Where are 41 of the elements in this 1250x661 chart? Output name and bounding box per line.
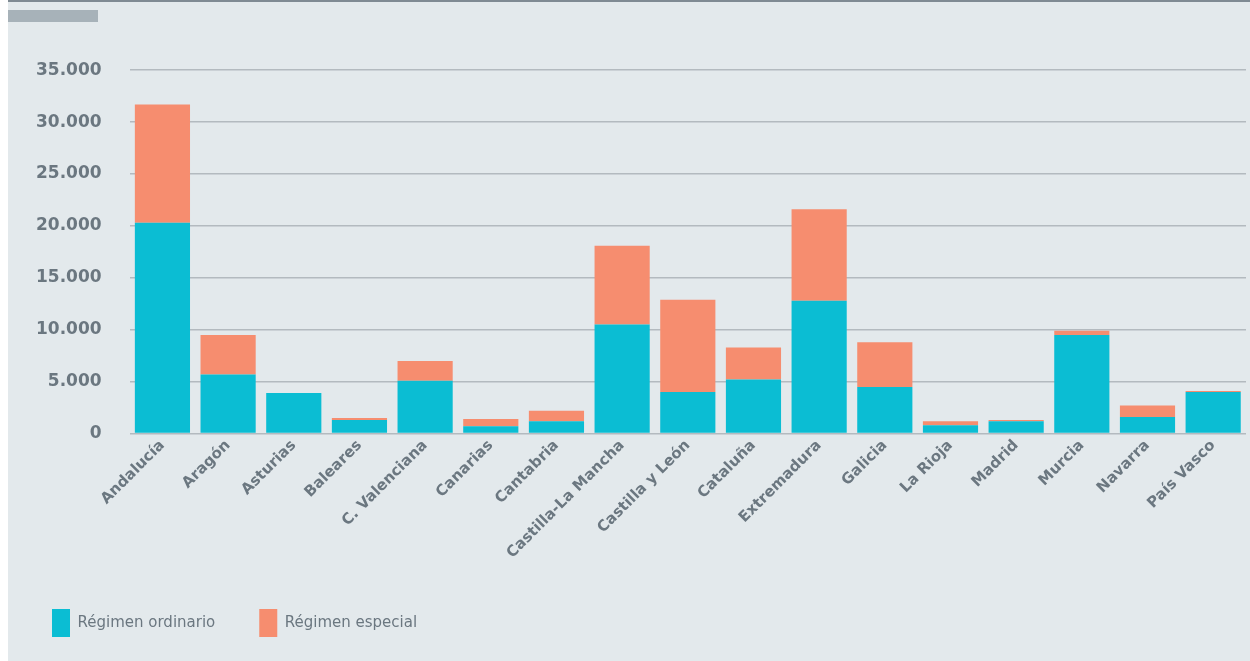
legend-label: Régimen ordinario bbox=[77, 612, 216, 631]
bar bbox=[988, 421, 1044, 433]
y-tick-label: 25.000 bbox=[35, 162, 102, 183]
bar bbox=[922, 421, 979, 426]
bar bbox=[528, 421, 585, 433]
bar bbox=[1119, 417, 1176, 433]
bar bbox=[922, 425, 979, 433]
y-tick-label: 35.000 bbox=[35, 58, 102, 79]
y-tick-label: 5.000 bbox=[47, 370, 102, 391]
bar bbox=[791, 300, 847, 433]
y-tick-label: 15.000 bbox=[35, 266, 102, 287]
bar bbox=[594, 245, 650, 325]
bar bbox=[463, 419, 519, 427]
bar bbox=[528, 410, 585, 422]
y-tick-label: 0 bbox=[89, 422, 102, 443]
bar bbox=[725, 379, 782, 433]
bar bbox=[725, 347, 782, 380]
bar bbox=[1185, 392, 1241, 433]
bar bbox=[397, 380, 453, 433]
bar bbox=[594, 324, 650, 433]
y-tick-label: 20.000 bbox=[35, 214, 102, 235]
bar bbox=[1054, 334, 1110, 433]
bar bbox=[331, 418, 388, 421]
bar bbox=[1054, 330, 1110, 335]
y-tick-label: 10.000 bbox=[35, 318, 102, 339]
bar bbox=[134, 222, 191, 433]
bar bbox=[266, 393, 322, 433]
y-tick-label: 30.000 bbox=[35, 110, 102, 131]
bar bbox=[134, 104, 191, 223]
bar bbox=[397, 360, 453, 381]
bar bbox=[791, 209, 847, 301]
bar bbox=[857, 386, 913, 433]
legend-label: Régimen especial bbox=[284, 612, 418, 631]
bar bbox=[1119, 405, 1176, 417]
bar bbox=[660, 299, 716, 393]
bar bbox=[660, 392, 716, 433]
bar bbox=[331, 420, 388, 433]
bar bbox=[463, 426, 519, 433]
bar bbox=[857, 342, 913, 387]
bar bbox=[200, 374, 256, 433]
bar bbox=[200, 334, 256, 375]
